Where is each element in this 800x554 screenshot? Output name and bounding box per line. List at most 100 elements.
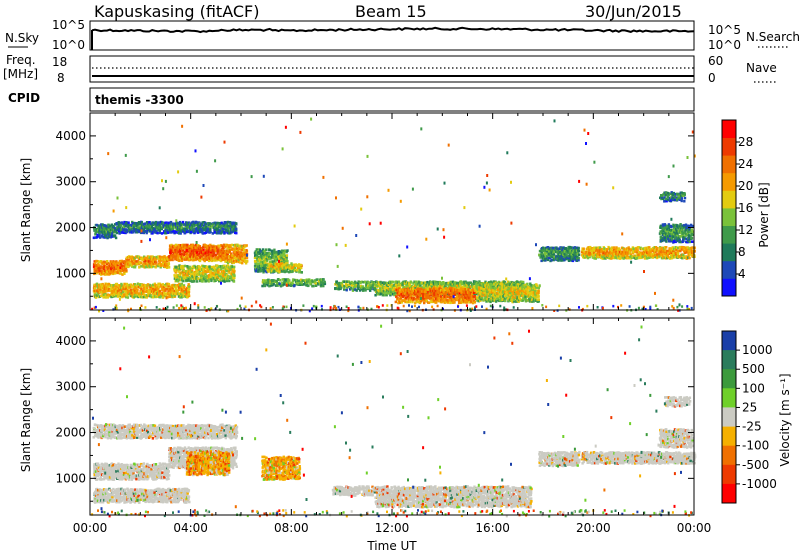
power-pixel xyxy=(190,278,192,281)
power-pixel xyxy=(538,290,540,293)
station-title: Kapuskasing (fitACF) xyxy=(94,2,259,21)
power-pixel xyxy=(367,287,369,290)
power-pixel xyxy=(246,244,248,247)
power-pixel xyxy=(267,270,269,273)
power-pixel xyxy=(168,266,170,269)
power-pixel xyxy=(350,287,352,290)
power-pixel xyxy=(201,224,203,227)
power-pixel xyxy=(355,282,357,285)
power-pixel xyxy=(474,295,476,298)
power-pixel xyxy=(116,232,118,235)
power-pixel xyxy=(453,301,455,304)
power-pixel xyxy=(474,301,476,304)
power-pixel xyxy=(144,290,146,293)
power-pixel xyxy=(420,288,422,291)
power-pixel xyxy=(115,222,117,225)
power-pixel xyxy=(256,248,258,251)
power-region xyxy=(475,283,540,304)
nave-tick-high: 60 xyxy=(708,54,723,68)
nsky-tick-high-right: 10^5 xyxy=(708,23,741,37)
power-pixel xyxy=(286,258,288,261)
power-pixel xyxy=(226,257,228,260)
power-pixel xyxy=(470,282,472,285)
power-pixel xyxy=(416,288,418,291)
power-pixel xyxy=(524,296,526,299)
power-pixel xyxy=(171,259,173,262)
power-pixel xyxy=(570,246,572,249)
power-pixel xyxy=(269,252,271,255)
power-pixel xyxy=(98,234,100,237)
power-pixel xyxy=(423,302,425,305)
nave-tick-low: 0 xyxy=(708,71,716,85)
power-pixel xyxy=(155,221,157,224)
power-region xyxy=(115,221,237,235)
power-pixel xyxy=(245,249,247,252)
power-pixel xyxy=(136,289,138,292)
power-pixel xyxy=(159,232,161,235)
power-pixel xyxy=(346,289,348,292)
power-pixel xyxy=(114,234,116,237)
power-pixel xyxy=(138,266,140,269)
power-pixel xyxy=(297,280,299,283)
power-pixel xyxy=(311,280,313,283)
power-pixel xyxy=(243,249,245,252)
power-pixel xyxy=(117,262,119,265)
power-pixel xyxy=(273,249,275,252)
power-pixel xyxy=(410,281,412,284)
power-pixel xyxy=(246,260,248,263)
power-pixel xyxy=(395,301,397,304)
power-pixel xyxy=(140,261,142,264)
power-pixel xyxy=(215,254,217,257)
freq-tick-low: 8 xyxy=(57,71,65,85)
power-pixel xyxy=(188,283,190,286)
power-pixel xyxy=(115,237,117,240)
power-pixel xyxy=(156,232,158,235)
nsky-label: N.Sky xyxy=(5,31,39,45)
power-pixel xyxy=(106,260,108,263)
power-pixel xyxy=(104,261,106,264)
power-pixel xyxy=(199,260,201,263)
power-region xyxy=(334,280,376,292)
power-pixel xyxy=(231,244,233,247)
power-pixel xyxy=(295,263,297,266)
power-pixel xyxy=(127,221,129,224)
power-pixel xyxy=(233,266,235,269)
power-region xyxy=(261,278,326,287)
power-pixel xyxy=(188,288,190,291)
freq-tick-high: 18 xyxy=(52,55,67,69)
power-pixel xyxy=(536,284,538,287)
power-pixel xyxy=(504,300,506,303)
power-pixel xyxy=(168,262,170,265)
power-pixel xyxy=(322,278,324,281)
power-pixel xyxy=(278,271,280,274)
power-region xyxy=(223,244,248,265)
power-pixel xyxy=(172,228,174,231)
cpid-value: themis -3300 xyxy=(95,93,184,107)
nsky-tick-low-right: 10^0 xyxy=(708,38,741,52)
nsky-tick-high-left: 10^5 xyxy=(52,18,85,32)
power-pixel xyxy=(235,222,237,225)
power-pixel xyxy=(265,248,267,251)
power-pixel xyxy=(233,280,235,283)
power-pixel xyxy=(235,228,237,231)
power-pixel xyxy=(392,281,394,284)
power-pixel xyxy=(458,294,460,297)
power-region xyxy=(168,244,226,263)
beam-title: Beam 15 xyxy=(355,2,427,21)
power-pixel xyxy=(182,221,184,224)
nsky-trace xyxy=(92,28,694,32)
power-pixel xyxy=(208,280,210,283)
power-pixel xyxy=(227,230,229,233)
power-pixel xyxy=(398,281,400,284)
nsky-tick-low-left: 10^0 xyxy=(52,38,85,52)
nsky-panel: N.Sky 10^5 10^0 10^5 10^0 N.Search xyxy=(5,18,800,52)
power-region xyxy=(395,287,478,304)
power-pixel xyxy=(188,293,190,296)
cpid-label: CPID xyxy=(8,91,40,105)
nsearch-label: N.Search xyxy=(746,30,800,44)
power-pixel xyxy=(324,281,326,284)
power-pixel xyxy=(428,301,430,304)
power-region xyxy=(538,246,580,262)
power-pixel xyxy=(526,283,528,286)
